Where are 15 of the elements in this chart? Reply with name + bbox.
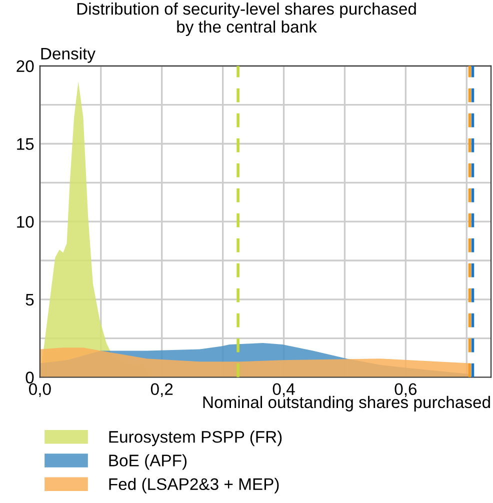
y-tick-label: 5 — [26, 294, 34, 306]
legend-label: Fed (LSAP2&3 + MEP) — [109, 478, 279, 494]
y-tick-label: 0 — [26, 372, 34, 384]
legend-label: BoE (APF) — [109, 454, 187, 470]
x-tick-label: 0,6 — [394, 383, 417, 398]
y-axis-title: Density — [41, 47, 96, 63]
y-tick-label: 10 — [17, 216, 34, 228]
x-tick-label: 0,4 — [272, 383, 295, 398]
chart-title: Distribution of security-level shares purchased by the central bank — [77, 2, 416, 36]
legend-label: Eurosystem PSPP (FR) — [109, 430, 282, 446]
x-axis-title: Nominal outstanding shares purchased — [203, 396, 490, 412]
y-tick-label: 20 — [16, 60, 34, 72]
x-tick-label: 0,2 — [150, 383, 173, 398]
x-tick-label: 0,0 — [29, 383, 51, 398]
y-tick-label: 15 — [17, 138, 34, 150]
